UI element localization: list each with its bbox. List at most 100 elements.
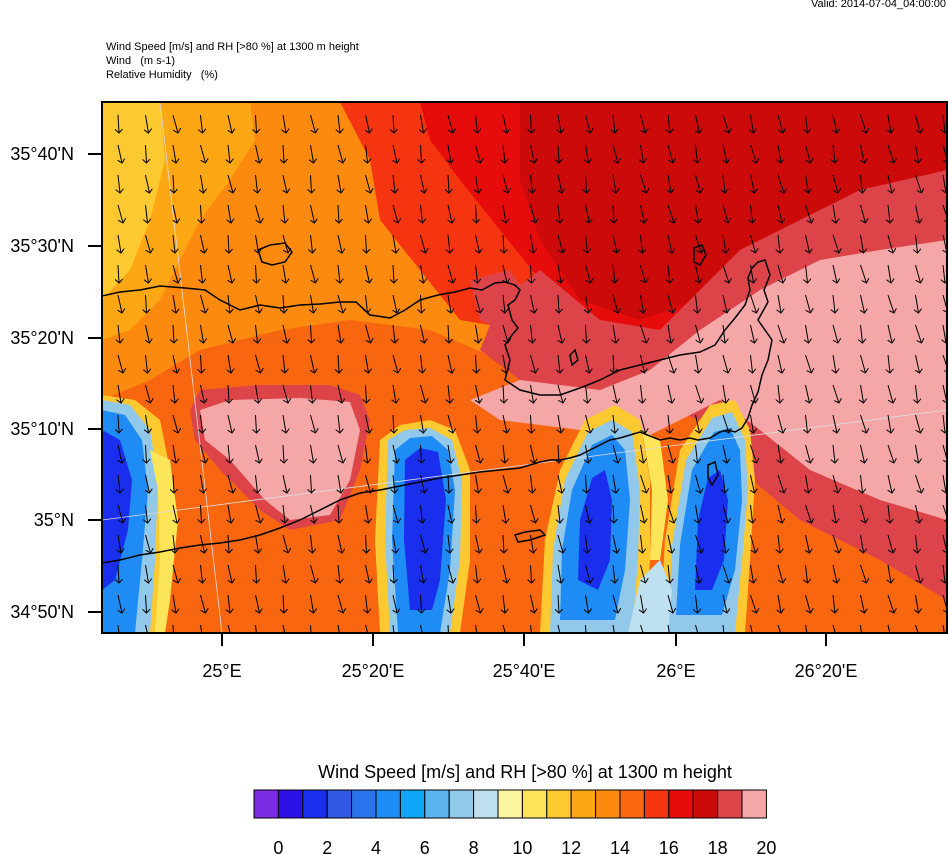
wind-vector	[146, 444, 147, 463]
wind-vector	[696, 414, 700, 433]
wind-vector	[585, 114, 591, 133]
wind-vector	[365, 324, 371, 343]
wind-vector	[558, 444, 559, 463]
wind-vector	[750, 534, 756, 553]
wind-vector	[146, 144, 147, 163]
wind-vector	[586, 294, 589, 313]
wind-vector	[722, 414, 729, 433]
wind-vector	[201, 534, 205, 553]
wind-vector	[256, 534, 259, 553]
wind-vector	[172, 114, 178, 133]
wind-vector	[476, 234, 480, 253]
wind-vector	[696, 114, 700, 133]
colorbar-swatch	[375, 789, 401, 819]
wind-vector	[613, 534, 617, 553]
wind-vector	[833, 294, 835, 313]
wind-vector	[503, 534, 504, 553]
wind-vector	[366, 234, 367, 253]
wind-vector	[476, 204, 477, 223]
wind-vector	[722, 354, 728, 373]
wind-vector	[641, 354, 645, 373]
wind-vector	[887, 534, 893, 553]
colorbar-swatch	[326, 789, 353, 819]
wind-vector	[723, 594, 727, 613]
wind-vector	[146, 354, 148, 373]
wind-vector	[366, 444, 368, 463]
wind-vector	[228, 444, 230, 463]
wind-vector	[777, 474, 784, 493]
wind-vector	[118, 534, 121, 553]
wind-vector	[777, 324, 784, 343]
wind-vector	[641, 444, 644, 463]
wind-vector	[806, 114, 808, 133]
wind-vector	[117, 204, 123, 223]
wind-vector	[338, 474, 341, 493]
colorbar-tick-label: 20	[756, 838, 776, 854]
wind-vector	[558, 114, 561, 133]
wind-vector	[475, 624, 478, 633]
wind-vector	[558, 144, 559, 163]
wind-vector	[283, 264, 286, 283]
wind-vector	[888, 114, 891, 133]
wind-vector	[833, 504, 836, 523]
wind-vector	[640, 474, 647, 493]
wind-vector	[338, 504, 339, 523]
wind-vector	[531, 174, 533, 193]
wind-vector	[118, 234, 121, 253]
wind-vector	[667, 204, 674, 223]
wind-vector	[667, 144, 673, 163]
wind-vector	[531, 384, 534, 403]
wind-vector	[310, 264, 316, 283]
wind-vector	[421, 354, 423, 373]
wind-vector	[200, 444, 206, 463]
colorbar-tick-label: 6	[420, 838, 430, 854]
wind-vector	[531, 594, 535, 613]
wind-vector	[833, 564, 837, 583]
wind-vector	[751, 504, 753, 523]
wind-vector	[228, 564, 232, 583]
wind-vector	[777, 174, 784, 193]
wind-vector	[448, 174, 449, 193]
lon-axis: 25°E 25°20'E 25°40'E 26°E 26°20'E	[202, 633, 857, 681]
wind-vector	[640, 114, 646, 133]
wind-vector	[695, 384, 702, 403]
wind-vector	[586, 534, 588, 553]
wind-vector	[146, 474, 150, 493]
wind-vector	[585, 564, 591, 583]
wind-vector	[283, 564, 286, 583]
wind-vector	[173, 204, 177, 223]
wind-vector	[393, 414, 394, 433]
wind-vector	[256, 324, 258, 343]
field-column4-deepblue	[695, 470, 728, 590]
wind-vector	[393, 474, 395, 493]
wind-vector	[366, 204, 369, 223]
wind-vector	[806, 474, 809, 493]
wind-vector	[365, 174, 371, 193]
wind-vector	[943, 474, 946, 493]
wind-vector	[420, 624, 423, 633]
wind-vector	[118, 384, 121, 403]
wind-vector	[887, 594, 894, 613]
field-column1-deepblue	[102, 430, 132, 590]
wind-vector	[502, 174, 508, 193]
wind-vector	[722, 624, 725, 633]
wind-vector	[201, 414, 203, 433]
wind-vector	[476, 264, 478, 283]
wind-vector	[118, 174, 120, 193]
wind-vector	[915, 324, 922, 343]
wind-vector	[861, 324, 863, 343]
wind-vector	[613, 564, 615, 583]
field-crimson-zone	[520, 102, 947, 320]
wind-vector	[860, 624, 862, 633]
wind-vector	[145, 384, 151, 403]
wind-vector	[311, 444, 314, 463]
wind-vector	[366, 594, 368, 613]
field-fringe-2	[642, 430, 668, 560]
colorbar-swatch	[717, 789, 743, 819]
colorbar-tick-label: 16	[659, 838, 679, 854]
wind-vector	[641, 294, 644, 313]
wind-vector	[503, 564, 507, 583]
wind-vector	[421, 144, 422, 163]
wind-vector	[118, 294, 122, 313]
wind-vector	[311, 384, 313, 403]
